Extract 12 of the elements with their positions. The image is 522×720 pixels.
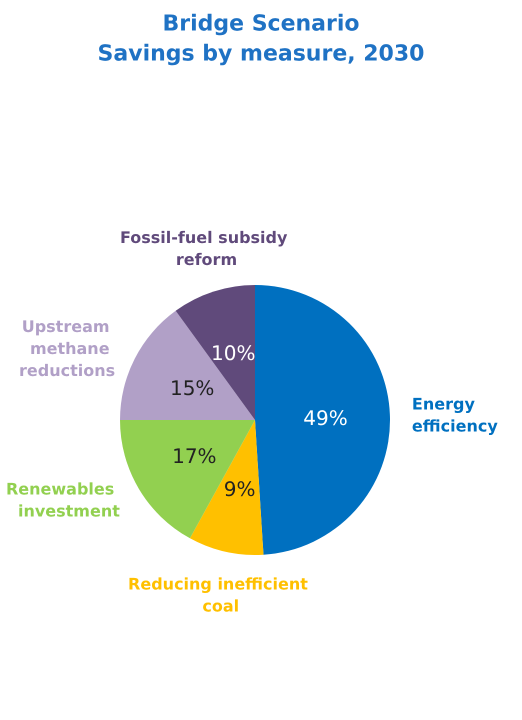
data-label: 10% [210, 340, 256, 365]
data-label: 9% [224, 476, 256, 501]
slice-label: Renewables investment [6, 479, 120, 520]
data-label: 15% [170, 376, 214, 400]
chart-title: Bridge Scenario [162, 12, 360, 36]
slice-label: Reducing inefficient coal [128, 574, 314, 616]
slice-label: Energy efficiency [412, 394, 498, 436]
data-label: 49% [303, 406, 348, 430]
chart-subtitle: Savings by measure, 2030 [98, 42, 424, 66]
data-label: 17% [172, 444, 217, 468]
slice-label: Upstream methane reductions [19, 317, 116, 380]
slice-label: Fossil-fuel subsidy reform [120, 228, 293, 270]
